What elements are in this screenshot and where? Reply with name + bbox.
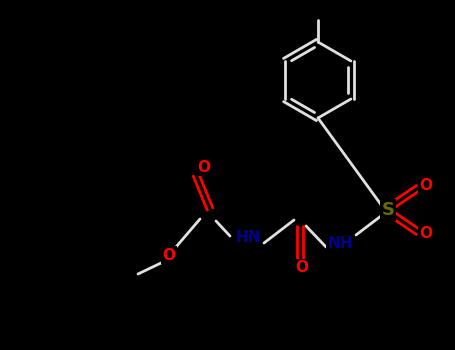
Text: O: O bbox=[197, 160, 211, 175]
Text: HN: HN bbox=[235, 231, 261, 245]
Text: O: O bbox=[420, 226, 433, 242]
Text: S: S bbox=[381, 201, 394, 219]
Text: O: O bbox=[420, 178, 433, 194]
Text: O: O bbox=[295, 260, 308, 275]
Text: NH: NH bbox=[327, 236, 353, 251]
Text: O: O bbox=[162, 247, 176, 262]
